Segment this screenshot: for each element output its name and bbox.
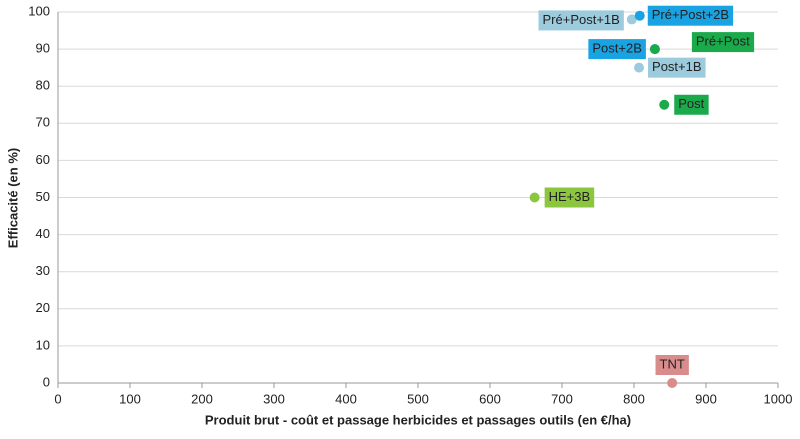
y-axis-title: Efficacité (en %) bbox=[5, 148, 20, 248]
x-tick-label: 200 bbox=[191, 391, 213, 406]
y-tick-label: 90 bbox=[36, 41, 50, 56]
y-tick-label: 70 bbox=[36, 115, 50, 130]
x-tick-label: 0 bbox=[54, 391, 61, 406]
y-tick-label: 40 bbox=[36, 226, 50, 241]
label-box bbox=[588, 39, 646, 60]
point bbox=[626, 14, 637, 25]
x-tick-label: 1000 bbox=[764, 391, 793, 406]
y-tick-label: 30 bbox=[36, 263, 50, 278]
label-box bbox=[655, 355, 689, 375]
point-label: Pré+Post+1B bbox=[543, 12, 620, 27]
x-tick-label: 400 bbox=[335, 391, 357, 406]
point bbox=[659, 99, 670, 110]
point bbox=[649, 44, 660, 55]
point-label: Post+1B bbox=[652, 59, 702, 74]
label-box bbox=[544, 187, 595, 208]
x-tick-label: 600 bbox=[479, 391, 501, 406]
point-label: Pré+Post bbox=[696, 34, 750, 49]
y-tick-label: 80 bbox=[36, 78, 50, 93]
x-tick-label: 100 bbox=[119, 391, 141, 406]
label-box bbox=[648, 57, 706, 78]
point-label: Pré+Post+2B bbox=[652, 7, 729, 22]
y-tick-label: 60 bbox=[36, 152, 50, 167]
y-tick-label: 10 bbox=[36, 337, 50, 352]
label-box bbox=[691, 32, 755, 53]
x-tick-label: 300 bbox=[263, 391, 285, 406]
point-label: HE+3B bbox=[549, 189, 591, 204]
point-label: Post bbox=[678, 96, 704, 111]
point bbox=[634, 10, 645, 21]
x-axis-title: Produit brut - coût et passage herbicide… bbox=[205, 412, 631, 427]
point bbox=[529, 192, 540, 203]
point bbox=[634, 62, 645, 73]
x-tick-label: 800 bbox=[623, 391, 645, 406]
label-box bbox=[538, 10, 624, 31]
label-box bbox=[647, 5, 734, 26]
x-tick-label: 500 bbox=[407, 391, 429, 406]
x-tick-label: 900 bbox=[695, 391, 717, 406]
x-tick-label: 700 bbox=[551, 391, 573, 406]
label-box bbox=[674, 94, 709, 115]
point-label: TNT bbox=[660, 356, 685, 371]
y-tick-label: 0 bbox=[43, 374, 50, 389]
y-tick-label: 100 bbox=[28, 3, 50, 18]
point bbox=[667, 378, 678, 388]
point-label: Post+2B bbox=[592, 41, 642, 56]
y-tick-label: 50 bbox=[36, 189, 50, 204]
y-tick-label: 20 bbox=[36, 300, 50, 315]
